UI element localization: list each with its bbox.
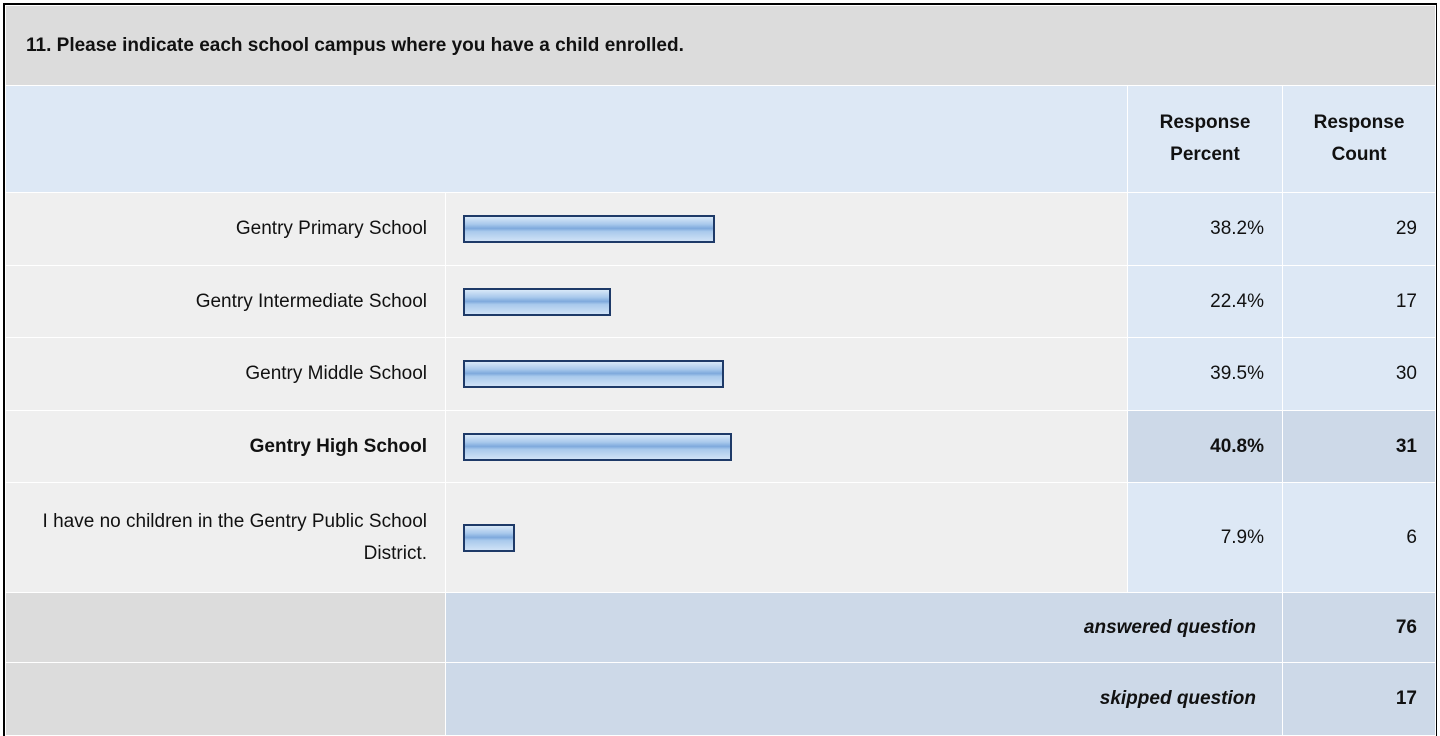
percent-bar: [463, 432, 733, 461]
results-panel: 11. Please indicate each school campus w…: [3, 3, 1437, 736]
bar-cell: [445, 265, 1128, 338]
answer-row: Gentry Middle School 39.5% 30: [5, 337, 1436, 411]
bar-track: [463, 215, 1123, 243]
bar-track: [463, 432, 1123, 461]
answer-row: Gentry High School 40.8% 31: [5, 410, 1436, 483]
answer-row: Gentry Primary School 38.2% 29: [5, 192, 1436, 266]
answer-label: Gentry Middle School: [5, 337, 446, 411]
percent-bar: [463, 215, 716, 243]
title-row: 11. Please indicate each school campus w…: [5, 5, 1436, 86]
percent-bar: [463, 287, 611, 316]
results-table: 11. Please indicate each school campus w…: [5, 5, 1436, 736]
bar-track: [463, 360, 1123, 388]
summary-blank: [5, 662, 446, 736]
bar-track: [463, 287, 1123, 316]
answer-label: I have no children in the Gentry Public …: [5, 482, 446, 593]
response-count: 6: [1282, 482, 1436, 593]
response-percent: 22.4%: [1127, 265, 1283, 338]
bar-cell: [445, 337, 1128, 411]
header-blank: [5, 85, 1128, 193]
summary-count: 76: [1282, 592, 1436, 663]
summary-row: skipped question 17: [5, 662, 1436, 736]
answer-row: Gentry Intermediate School 22.4% 17: [5, 265, 1436, 338]
summary-blank: [5, 592, 446, 663]
response-percent: 39.5%: [1127, 337, 1283, 411]
bar-cell: [445, 192, 1128, 266]
response-count: 30: [1282, 337, 1436, 411]
header-percent: Response Percent: [1127, 85, 1283, 193]
summary-row: answered question 76: [5, 592, 1436, 663]
bar-track: [463, 523, 1123, 552]
bar-cell: [445, 410, 1128, 483]
summary-count: 17: [1282, 662, 1436, 736]
header-count: Response Count: [1282, 85, 1436, 193]
header-row: Response Percent Response Count: [5, 85, 1436, 193]
answer-label: Gentry High School: [5, 410, 446, 483]
percent-bar: [463, 523, 516, 552]
bar-cell: [445, 482, 1128, 593]
response-count: 29: [1282, 192, 1436, 266]
response-percent: 7.9%: [1127, 482, 1283, 593]
summary-label: skipped question: [445, 662, 1283, 736]
response-percent: 38.2%: [1127, 192, 1283, 266]
answer-row: I have no children in the Gentry Public …: [5, 482, 1436, 593]
response-percent: 40.8%: [1127, 410, 1283, 483]
percent-bar: [463, 360, 724, 388]
response-count: 17: [1282, 265, 1436, 338]
summary-label: answered question: [445, 592, 1283, 663]
answer-label: Gentry Primary School: [5, 192, 446, 266]
answer-label: Gentry Intermediate School: [5, 265, 446, 338]
question-title: 11. Please indicate each school campus w…: [5, 5, 1436, 86]
response-count: 31: [1282, 410, 1436, 483]
